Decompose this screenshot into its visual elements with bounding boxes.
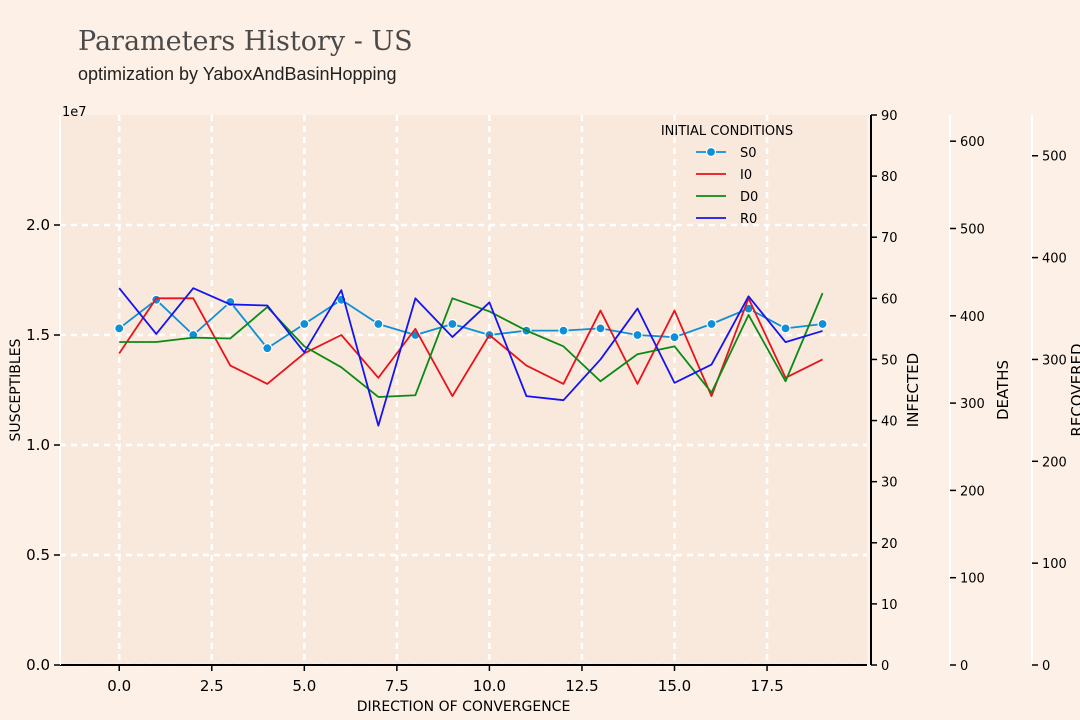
chart-subtitle: optimization by YaboxAndBasinHopping xyxy=(78,64,397,84)
y-tick-label-deaths: 100 xyxy=(960,572,985,587)
y-tick-label-deaths: 400 xyxy=(960,310,985,325)
y-tick-label-susceptibles: 2.0 xyxy=(26,216,50,234)
y-axis-label-infected: INFECTED xyxy=(904,353,922,427)
y-tick-label-infected: 90 xyxy=(881,109,898,124)
data-point-s0 xyxy=(558,325,569,336)
x-tick-label: 0.0 xyxy=(107,677,131,695)
y-tick-label-infected: 30 xyxy=(881,476,898,491)
data-point-s0 xyxy=(595,323,606,334)
data-point-s0 xyxy=(299,318,310,330)
x-tick-label: 17.5 xyxy=(750,677,783,695)
y-tick-label-recovered: 100 xyxy=(1042,557,1067,572)
plot-area xyxy=(60,115,867,665)
x-tick-label: 7.5 xyxy=(385,677,409,695)
data-point-s0 xyxy=(669,332,680,343)
series-line-r0 xyxy=(118,287,823,427)
legend-label-s0: S0 xyxy=(740,146,757,161)
y-tick-label-recovered: 300 xyxy=(1042,353,1067,368)
y-tick-label-infected: 70 xyxy=(881,231,898,246)
data-point-s0 xyxy=(706,318,717,330)
y-tick-label-infected: 0 xyxy=(881,659,889,674)
x-axis-label: DIRECTION OF CONVERGENCE xyxy=(357,699,571,715)
y-tick-label-recovered: 400 xyxy=(1042,252,1067,267)
legend-label-d0: D0 xyxy=(740,190,758,205)
series-lines xyxy=(114,287,828,427)
y-tick-label-infected: 40 xyxy=(881,415,898,430)
y-tick-label-deaths: 500 xyxy=(960,222,985,237)
y-tick-label-recovered: 200 xyxy=(1042,455,1067,470)
y-tick-label-recovered: 500 xyxy=(1042,150,1067,165)
y-tick-label-infected: 10 xyxy=(881,598,898,613)
y-tick-label-deaths: 0 xyxy=(960,659,968,674)
y-tick-label-infected: 50 xyxy=(881,353,898,368)
data-point-s0 xyxy=(780,323,791,334)
legend-title: INITIAL CONDITIONS xyxy=(661,124,793,139)
x-tick-label: 2.5 xyxy=(200,677,224,695)
y-tick-label-susceptibles: 1.0 xyxy=(26,436,50,454)
data-point-s0 xyxy=(632,329,643,341)
legend-marker-s0 xyxy=(705,146,717,158)
x-tick-label: 5.0 xyxy=(292,677,316,695)
x-tick-label: 12.5 xyxy=(565,677,598,695)
data-point-s0 xyxy=(262,343,273,354)
y-tick-label-susceptibles: 1.5 xyxy=(26,326,50,344)
series-line-s0 xyxy=(118,298,823,350)
y-tick-label-deaths: 600 xyxy=(960,135,985,150)
y-tick-label-infected: 20 xyxy=(881,537,898,552)
legend-label-r0: R0 xyxy=(740,212,757,227)
y-tick-label-infected: 80 xyxy=(881,170,898,185)
y-axis-label-deaths: DEATHS xyxy=(994,360,1012,420)
y-tick-label-susceptibles: 0.5 xyxy=(26,546,50,564)
chart-title: Parameters History - US xyxy=(78,26,413,57)
x-tick-label: 15.0 xyxy=(658,677,691,695)
y-tick-label-recovered: 0 xyxy=(1042,659,1050,674)
y-axis-label-susceptibles: SUSCEPTIBLES xyxy=(8,338,24,441)
series-line-d0 xyxy=(119,292,824,398)
legend: INITIAL CONDITIONS S0 I0 D0 R0 xyxy=(661,124,793,227)
y-tick-label-deaths: 200 xyxy=(960,484,985,499)
data-point-s0 xyxy=(114,323,125,334)
series-line-i0 xyxy=(118,297,823,398)
y-tick-label-susceptibles: 0.0 xyxy=(26,656,50,674)
y-offset-text: 1e7 xyxy=(62,105,87,120)
data-point-s0 xyxy=(817,318,828,330)
data-point-s0 xyxy=(373,318,384,330)
axes: 0.0 2.5 5.0 7.5 10.0 12.5 15.0 17.5 DIRECTION OF… xyxy=(8,105,1080,715)
x-tick-label: 10.0 xyxy=(473,677,506,695)
y-tick-label-deaths: 300 xyxy=(960,397,985,412)
legend-label-i0: I0 xyxy=(740,168,752,183)
data-point-s0 xyxy=(447,318,458,330)
y-tick-label-infected: 60 xyxy=(881,292,898,307)
y-axis-label-recovered: RECOVERED xyxy=(1068,343,1080,436)
